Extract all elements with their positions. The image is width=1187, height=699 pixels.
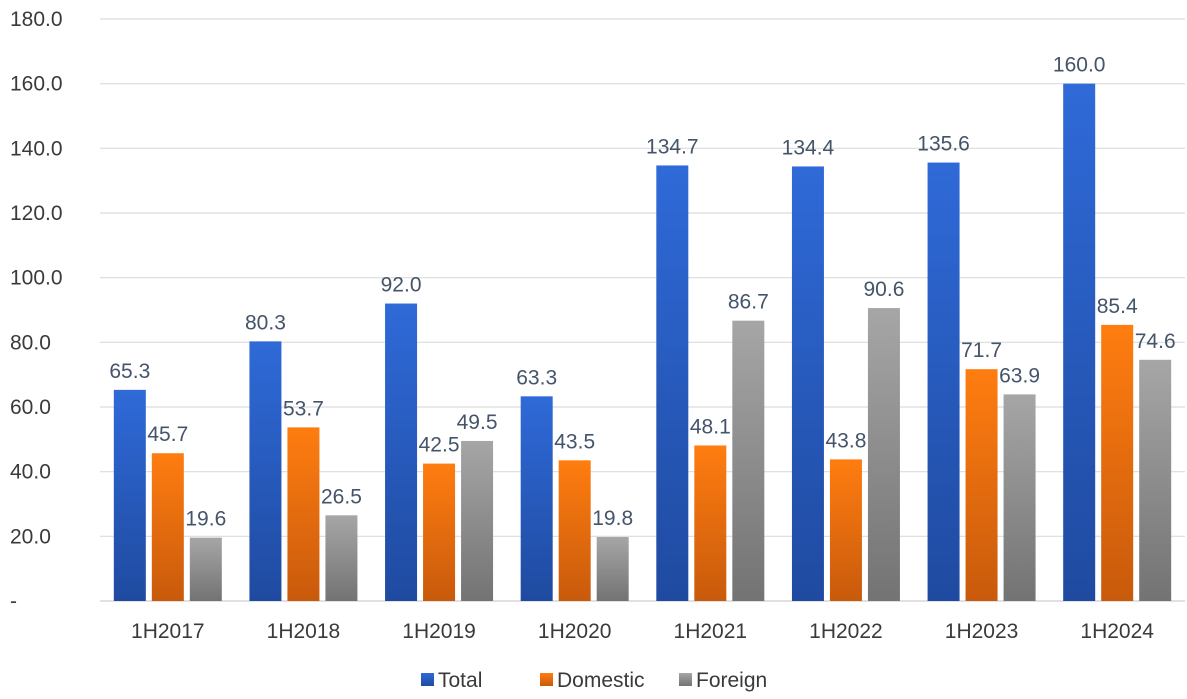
x-tick-label: 1H2018 [267, 620, 341, 643]
y-tick-label: 120.0 [10, 202, 63, 225]
x-tick-label: 1H2021 [674, 620, 748, 643]
x-axis-tick-labels: 1H2017 1H2018 1H2019 1H2020 1H2021 1H2022 1H20… [131, 620, 1154, 643]
data-label-total: 92.0 [381, 274, 422, 297]
data-label-foreign: 86.7 [728, 291, 769, 314]
bar-foreign [461, 440, 494, 601]
bars [113, 83, 1172, 601]
x-tick-label: 1H2020 [538, 620, 612, 643]
data-label-foreign: 90.6 [864, 278, 905, 301]
y-axis-tick-labels: - 20.0 40.0 60.0 80.0 100.0 120.0 140.0 160.0 180… [10, 8, 63, 613]
data-label-total: 160.0 [1053, 54, 1106, 77]
y-tick-label: 100.0 [10, 267, 63, 290]
data-label-total: 65.3 [109, 360, 150, 383]
data-label-domestic: 85.4 [1097, 295, 1138, 318]
legend-label-domestic: Domestic [557, 669, 645, 692]
y-tick-label: 80.0 [10, 331, 51, 354]
bar-foreign [1139, 359, 1172, 601]
data-label-total: 63.3 [516, 366, 557, 389]
bar-total [520, 396, 553, 601]
bar-domestic [965, 369, 998, 601]
x-tick-label: 1H2019 [402, 620, 476, 643]
bar-foreign [1003, 394, 1036, 601]
data-label-foreign: 49.5 [457, 411, 498, 434]
bar-total [113, 389, 146, 601]
bar-foreign [596, 536, 629, 601]
data-label-total: 134.4 [782, 136, 835, 159]
bar-foreign [867, 308, 900, 601]
bar-domestic [829, 459, 862, 601]
bar-domestic [1101, 324, 1134, 601]
bar-domestic [423, 463, 456, 601]
data-label-domestic: 43.8 [826, 429, 867, 452]
bar-total [1063, 83, 1096, 601]
legend-swatch-total [421, 673, 434, 686]
x-tick-label: 1H2024 [1080, 620, 1154, 643]
x-tick-label: 1H2017 [131, 620, 205, 643]
y-tick-label: 40.0 [10, 461, 51, 484]
bar-foreign [189, 537, 222, 601]
data-label-total: 134.7 [646, 135, 699, 158]
bar-domestic [694, 445, 727, 601]
y-tick-label: - [10, 590, 17, 613]
data-label-total: 135.6 [917, 133, 970, 156]
legend: Total Domestic Foreign [421, 669, 767, 692]
y-tick-label: 140.0 [10, 137, 63, 160]
bar-domestic [287, 427, 320, 601]
data-label-domestic: 53.7 [283, 397, 324, 420]
legend-swatch-domestic [540, 673, 553, 686]
bar-foreign [732, 320, 765, 601]
data-label-foreign: 19.8 [592, 507, 633, 530]
data-label-foreign: 63.9 [999, 364, 1040, 387]
bar-foreign [325, 515, 358, 601]
bar-total [249, 341, 282, 601]
legend-label-total: Total [438, 669, 482, 692]
x-tick-label: 1H2023 [945, 620, 1019, 643]
y-tick-label: 60.0 [10, 396, 51, 419]
bar-domestic [151, 453, 184, 601]
data-label-foreign: 74.6 [1135, 330, 1176, 353]
bar-total [656, 165, 689, 601]
data-label-total: 80.3 [245, 311, 286, 334]
bar-total [927, 162, 960, 601]
y-tick-label: 180.0 [10, 8, 63, 31]
legend-swatch-foreign [679, 673, 692, 686]
data-label-domestic: 42.5 [419, 434, 460, 457]
y-tick-label: 20.0 [10, 525, 51, 548]
data-label-foreign: 26.5 [321, 485, 362, 508]
data-label-domestic: 45.7 [147, 423, 188, 446]
legend-label-foreign: Foreign [696, 669, 767, 692]
data-labels: 65.3 80.3 92.0 63.3 134.7 134.4 135.6 160.0 45.7… [109, 54, 1175, 531]
x-tick-label: 1H2022 [809, 620, 883, 643]
data-label-domestic: 71.7 [961, 339, 1002, 362]
data-label-domestic: 43.5 [554, 430, 595, 453]
bar-total [385, 303, 418, 601]
y-tick-label: 160.0 [10, 73, 63, 96]
bar-total [791, 166, 824, 601]
data-label-domestic: 48.1 [690, 415, 731, 438]
bar-domestic [558, 460, 591, 601]
data-label-foreign: 19.6 [185, 508, 226, 531]
